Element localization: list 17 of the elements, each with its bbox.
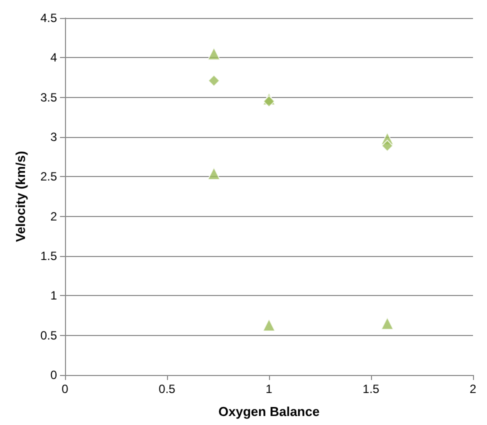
y-tick-label: 3 (50, 130, 58, 144)
x-tick-label: 2 (470, 382, 477, 396)
y-tick-label: 0.5 (40, 328, 58, 342)
x-tick-label: 1.5 (362, 382, 380, 396)
y-tick-label: 3.5 (40, 90, 58, 104)
x-tick-label: 0 (62, 382, 69, 396)
y-tick-label: 2 (50, 209, 58, 224)
y-tick-label: 1.5 (40, 249, 58, 263)
y-tick-label: 0 (50, 368, 58, 382)
y-tick-label: 4 (50, 50, 58, 65)
y-tick-label: 2.5 (40, 170, 58, 184)
x-axis-title: Oxygen Balance (218, 404, 320, 419)
y-axis-title: Velocity (km/s) (13, 150, 28, 242)
y-tick-label: 4.5 (40, 11, 58, 25)
x-tick-label: 1 (266, 382, 273, 396)
x-tick-label: 0.5 (158, 382, 176, 396)
y-tick-label: 1 (50, 288, 58, 303)
